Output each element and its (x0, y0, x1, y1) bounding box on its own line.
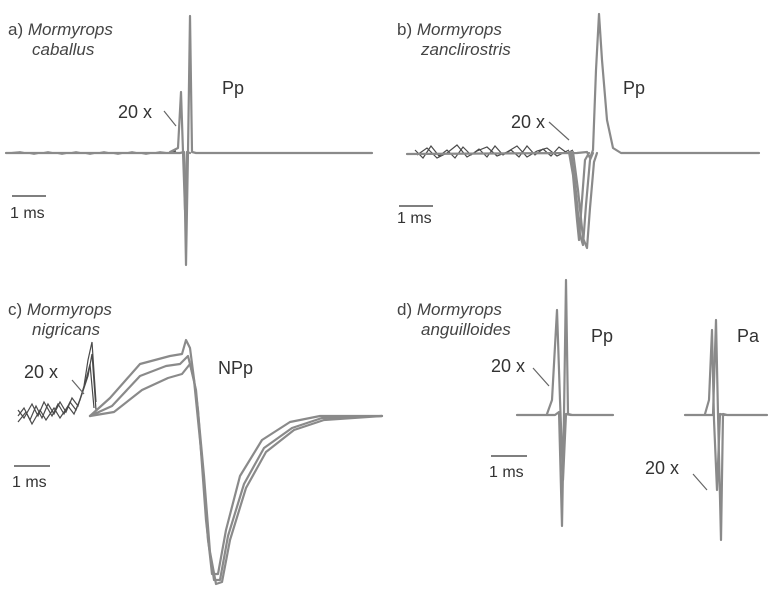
panel-d-right-trace-main (683, 318, 769, 542)
panel-c-gain-pointer (71, 379, 85, 395)
panel-c-trace-3 (88, 362, 384, 586)
panel-c-baseline-noise-1 (17, 341, 97, 422)
panel-a-species-epithet: caballus (32, 40, 95, 59)
panel-d-left-trace-amplified (545, 308, 573, 482)
panel-b-trace-main (405, 12, 761, 160)
panel-b-waveform (399, 12, 761, 250)
panel-d-scale-label: 1 ms (489, 464, 524, 481)
panel-d-left-trace-main (515, 278, 615, 528)
panel-a-gain-label: 20 x (118, 102, 153, 122)
panel-c-species-epithet: nigricans (32, 320, 101, 339)
panel-d-right-pulse-label: Pa (737, 326, 760, 346)
panel-b-pulse-label: Pp (623, 78, 646, 98)
panel-a-gain-pointer (163, 110, 177, 127)
panel-b-trace-amplified-3 (571, 150, 599, 250)
panel-d-letter: d) (397, 300, 413, 319)
panel-c-title: c) Mormyrops nigricans (8, 300, 112, 340)
panel-c-species-genus: Mormyrops (26, 300, 112, 319)
panel-c-waveform (14, 338, 384, 586)
panel-c-trace-2 (88, 354, 384, 582)
panel-a-letter: a) (8, 20, 24, 39)
panel-a-title: a) Mormyrops caballus (8, 20, 113, 60)
panel-c-gain-label: 20 x (24, 362, 59, 382)
panel-d-left-gain-label: 20 x (491, 356, 526, 376)
panel-a-waveform (4, 14, 374, 267)
panel-d-species-genus: Mormyrops (416, 300, 502, 319)
panel-d-right-gain-pointer (692, 473, 708, 491)
panel-c-baseline-noise-2 (17, 363, 95, 426)
panel-b-letter: b) (397, 20, 413, 39)
panel-b: b) Mormyrops zanclirostris Pp 20 x 1 ms (387, 0, 774, 290)
panel-b-scale-label: 1 ms (397, 210, 432, 227)
panel-d-left-pulse-label: Pp (591, 326, 614, 346)
panel-c-scale-label: 1 ms (12, 474, 47, 491)
panel-b-gain-pointer (548, 121, 570, 141)
panel-a: a) Mormyrops caballus Pp 20 x 1 ms (0, 0, 387, 290)
panel-b-baseline-noise-2 (416, 144, 570, 159)
panel-a-species-genus: Mormyrops (27, 20, 113, 39)
panel-c-baseline-noise-3 (17, 353, 97, 420)
panel-a-scale-label: 1 ms (10, 205, 45, 222)
panel-d-left-gain-pointer (532, 367, 550, 387)
panel-d-right-gain-label: 20 x (645, 458, 680, 478)
panel-d: d) Mormyrops anguilloides Pp Pa 20 x 20 … (387, 278, 774, 589)
panel-c: c) Mormyrops nigricans NPp 20 x 1 ms (0, 290, 387, 589)
panel-a-pulse-label: Pp (222, 78, 245, 98)
panel-d-right-trace-amplified (703, 328, 727, 492)
panel-c-letter: c) (8, 300, 23, 319)
panel-b-trace-amplified-2 (569, 150, 595, 247)
panel-d-species-epithet: anguilloides (421, 320, 511, 339)
panel-b-gain-label: 20 x (511, 112, 546, 132)
panel-b-species-epithet: zanclirostris (421, 40, 511, 59)
panel-d-title: d) Mormyrops anguilloides (397, 300, 511, 340)
panel-c-pulse-label: NPp (218, 358, 254, 378)
panel-b-baseline-noise-1 (414, 144, 574, 159)
panel-d-waveform (491, 278, 769, 542)
panel-b-title: b) Mormyrops zanclirostris (397, 20, 511, 60)
panel-b-species-genus: Mormyrops (416, 20, 502, 39)
panel-a-trace-main (4, 14, 374, 267)
